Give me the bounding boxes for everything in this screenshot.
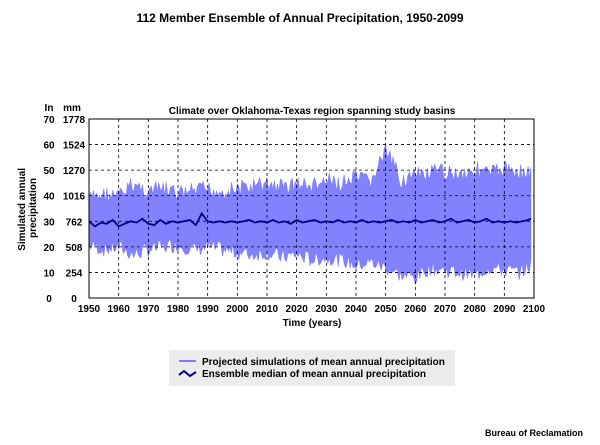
x-tick-label: 2080	[464, 304, 487, 315]
y-unit-mm: mm	[63, 103, 81, 114]
x-tick-label: 2050	[375, 304, 398, 315]
x-tick-label: 1980	[167, 304, 190, 315]
plot-frame	[88, 118, 535, 299]
y-tick-label-in: 50	[43, 166, 55, 177]
y-tick-label-in: 10	[43, 268, 55, 279]
y-tick-label-in: 20	[43, 243, 55, 254]
main-title: 112 Member Ensemble of Annual Precipitat…	[136, 11, 463, 25]
x-tick-label: 2040	[345, 304, 368, 315]
y-tick-label-in: 60	[43, 141, 55, 152]
y-tick-label-mm: 0	[71, 294, 77, 305]
x-tick-label: 1970	[137, 304, 160, 315]
x-axis-label: Time (years)	[283, 318, 342, 329]
x-tick-label: 1990	[197, 304, 220, 315]
x-tick-label: 2070	[434, 304, 457, 315]
y-tick-label-mm: 1270	[63, 166, 86, 177]
y-axis-label-line2: precipitation	[28, 178, 39, 238]
credit-text: Bureau of Reclamation	[485, 428, 583, 438]
y-unit-inches: In	[45, 103, 54, 114]
y-tick-label-mm: 508	[66, 243, 83, 254]
x-tick-label: 1960	[108, 304, 131, 315]
y-tick-label-mm: 1524	[63, 141, 86, 152]
legend-label-median: Ensemble median of mean annual precipita…	[202, 369, 426, 380]
ensemble-envelope	[88, 143, 532, 285]
median-line	[88, 211, 532, 228]
y-tick-label-in: 70	[43, 115, 55, 126]
y-tick-label-in: 30	[43, 217, 55, 228]
legend: Projected simulations of mean annual pre…	[169, 350, 455, 386]
y-tick-label-in: 40	[43, 192, 55, 203]
y-axis-label-line1: Simulated annual	[17, 168, 28, 251]
x-tick-label: 2060	[404, 304, 427, 315]
legend-label-ensemble: Projected simulations of mean annual pre…	[202, 357, 445, 368]
chart-subtitle: Climate over Oklahoma-Texas region spann…	[169, 106, 456, 117]
y-tick-label-in: 0	[46, 294, 52, 305]
x-tick-label: 2090	[493, 304, 516, 315]
x-tick-label: 2020	[286, 304, 309, 315]
x-tick-label: 1950	[78, 304, 101, 315]
x-tick-label: 2000	[226, 304, 249, 315]
x-tick-label: 2010	[256, 304, 279, 315]
y-tick-label-mm: 1778	[63, 115, 86, 126]
x-tick-label: 2100	[523, 304, 546, 315]
y-tick-label-mm: 1016	[63, 192, 86, 203]
x-tick-label: 2030	[315, 304, 338, 315]
y-tick-label-mm: 254	[66, 268, 83, 279]
plot-area: 1950 1960 1970 1980 1990 2000 2010 2020 2030 2040…	[43, 115, 545, 315]
y-axis-label: Simulated annual precipitation	[17, 165, 39, 251]
legend-swatch-median	[178, 369, 197, 378]
legend-box	[169, 350, 455, 386]
y-tick-label-mm: 762	[66, 217, 83, 228]
